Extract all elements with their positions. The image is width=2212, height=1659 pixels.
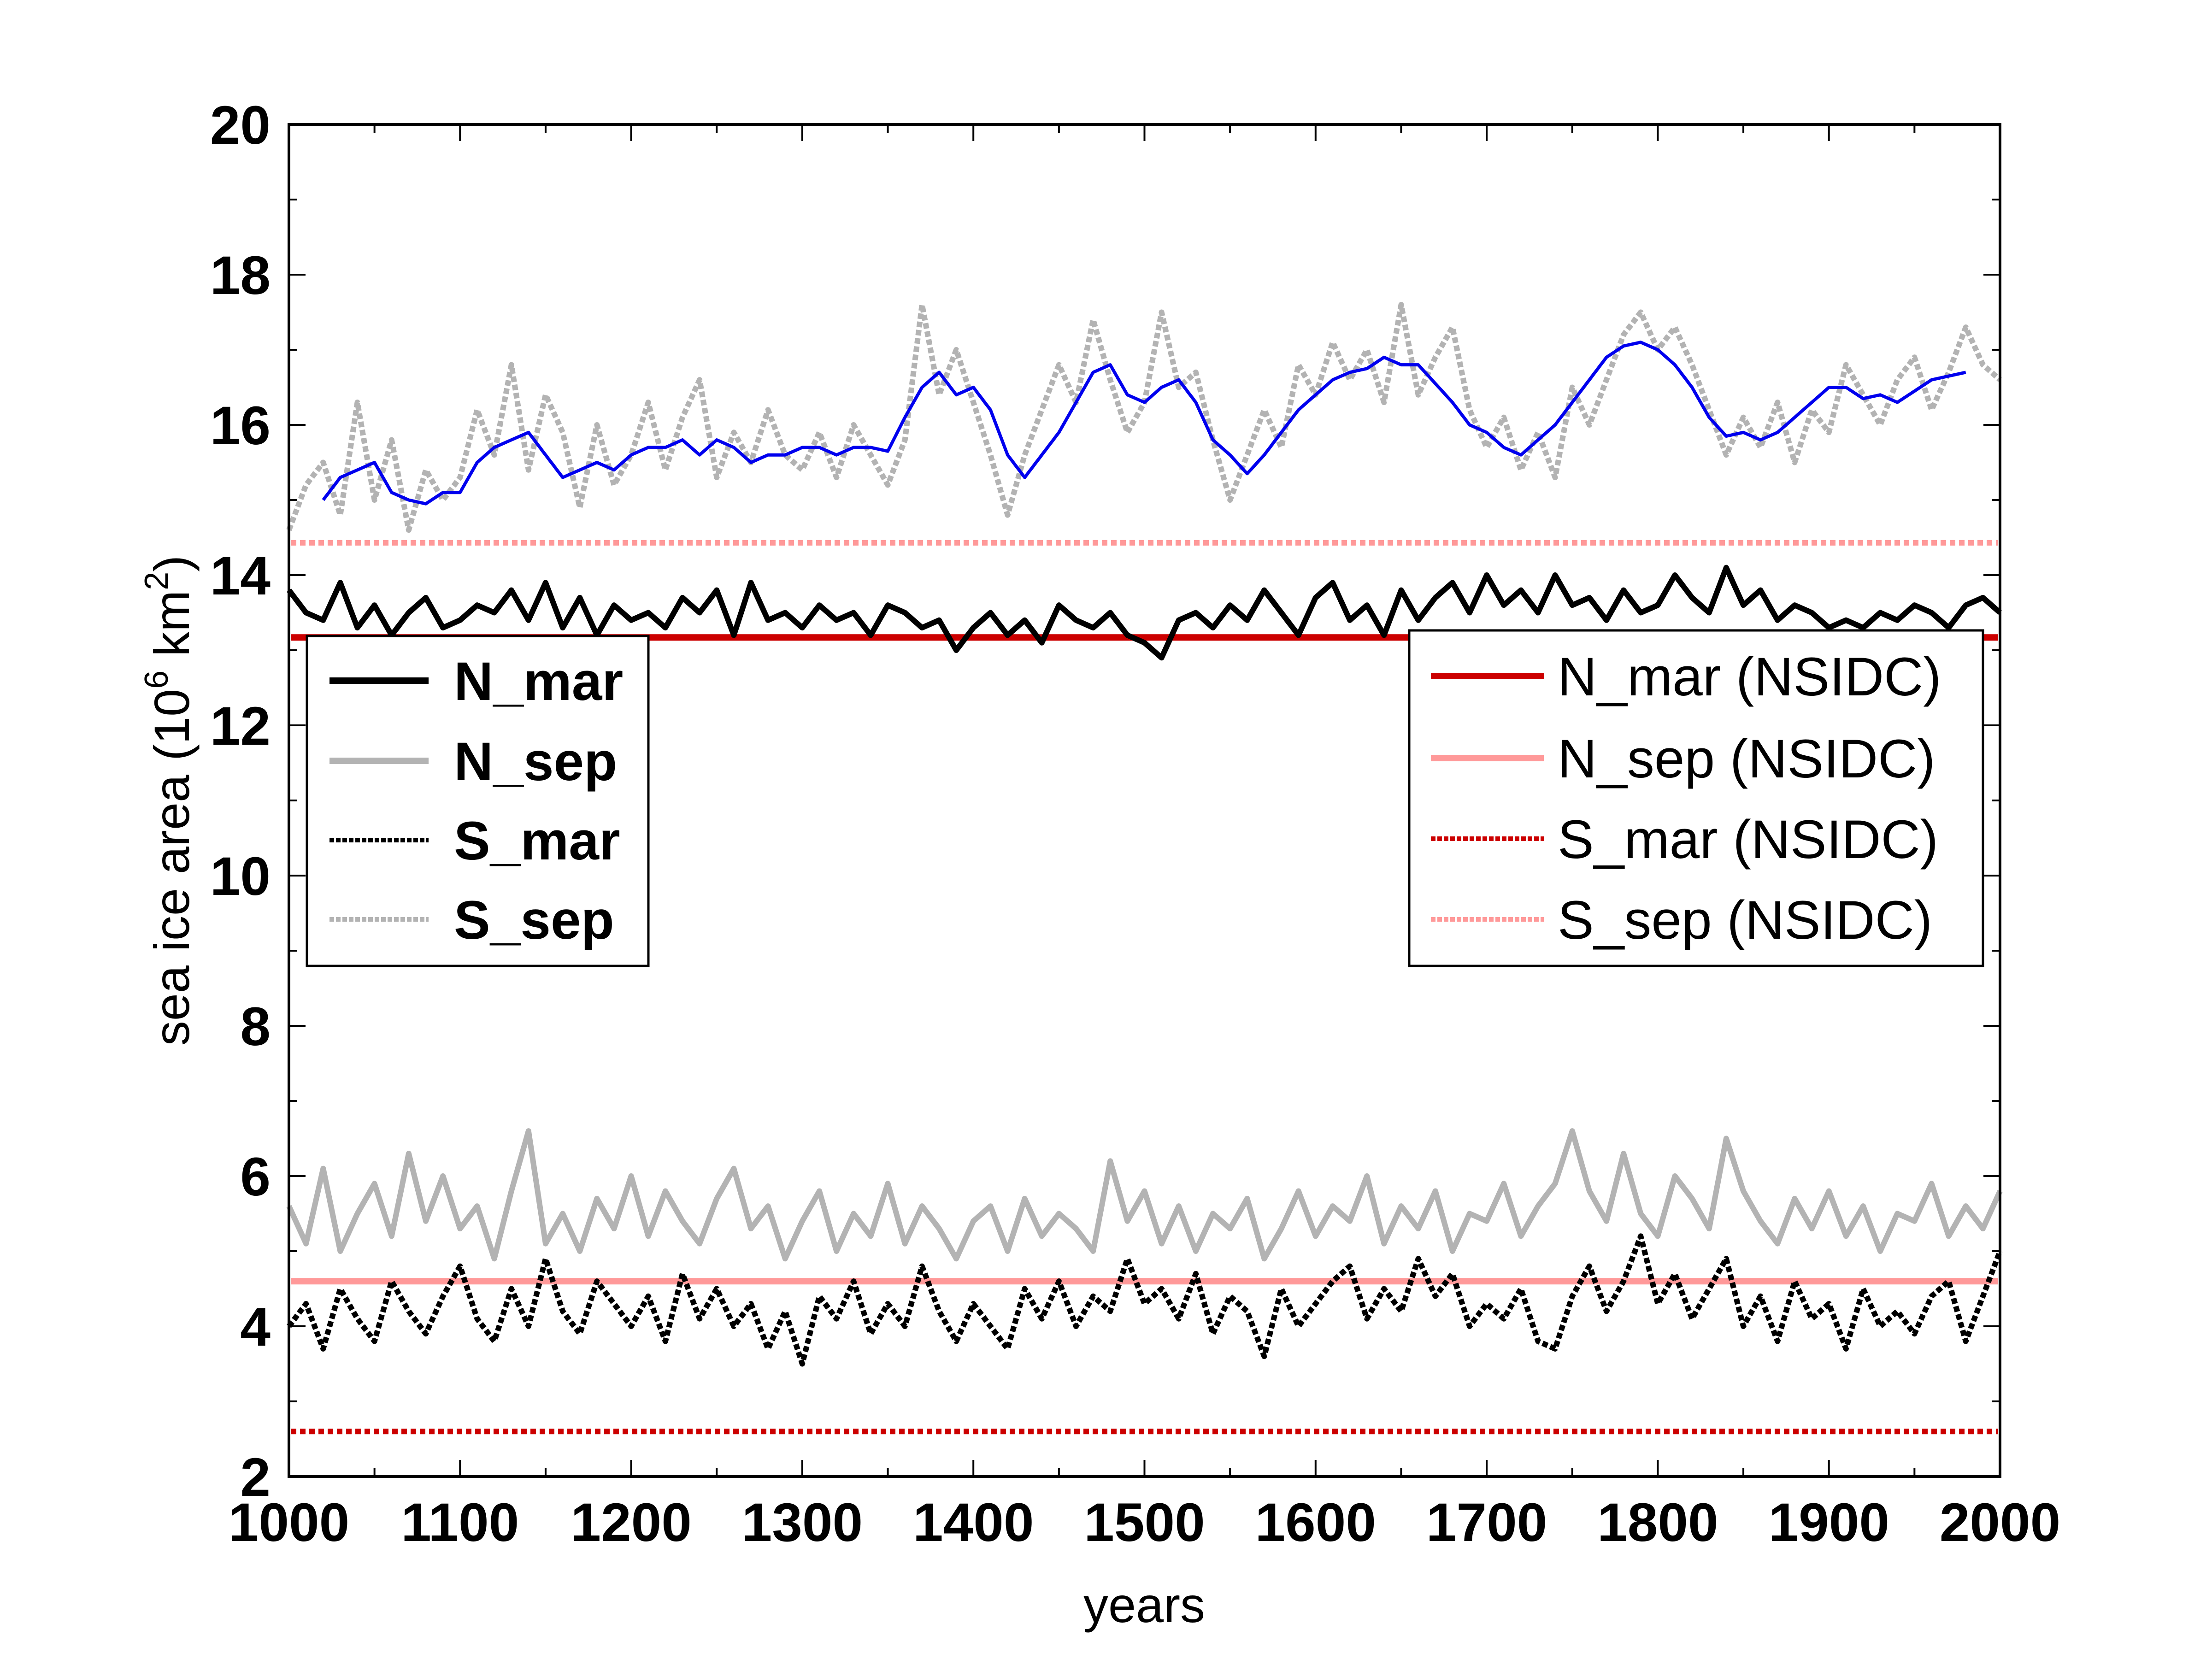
- legend-label-s-sep: S_sep: [454, 890, 614, 951]
- series-s-mar: [287, 1233, 2003, 1367]
- y-tick-label: 8: [240, 996, 271, 1057]
- x-tick-label: 1400: [913, 1492, 1034, 1553]
- data-series: [286, 302, 2003, 1367]
- y-axis-ticks: 2 4 6 8 10 12 14 16 18 20: [210, 95, 2000, 1508]
- x-tick-label: 2000: [1940, 1492, 2061, 1553]
- series-n-sep: [286, 1128, 2003, 1262]
- legend-label-s-sep-nsidc: S_sep (NSIDC): [1558, 890, 1932, 951]
- x-tick-label: 1100: [401, 1492, 519, 1553]
- y-axis-title-sup1: 6: [138, 671, 175, 689]
- y-axis-title: sea ice area (106 km2): [138, 555, 200, 1046]
- y-tick-label: 6: [240, 1147, 271, 1207]
- y-tick-label: 4: [240, 1297, 271, 1358]
- x-tick-label: 1800: [1597, 1492, 1718, 1553]
- x-tick-label: 1000: [229, 1492, 350, 1553]
- series-n-mar: [287, 565, 2002, 661]
- legend-right: N_mar (NSIDC) N_sep (NSIDC) S_mar (NSIDC) S…: [1408, 629, 1984, 967]
- y-tick-label: 20: [210, 95, 271, 156]
- y-axis-title-sup2: 2: [138, 572, 175, 590]
- y-tick-label: 10: [210, 846, 271, 907]
- legend-label-n-sep: N_sep: [454, 731, 617, 792]
- y-axis-title-part2: km: [144, 590, 200, 671]
- legend-left: N_mar N_sep S_mar S_sep: [306, 635, 650, 967]
- x-tick-label: 1700: [1426, 1492, 1547, 1553]
- series-s-sep-smoothed: [322, 341, 1966, 506]
- y-tick-label: 2: [240, 1447, 271, 1508]
- y-tick-label: 18: [210, 245, 271, 306]
- x-tick-label: 1200: [571, 1492, 692, 1553]
- y-tick-label: 16: [210, 395, 271, 456]
- legend-label-n-mar-nsidc: N_mar (NSIDC): [1558, 647, 1941, 707]
- y-tick-label: 12: [210, 696, 271, 757]
- legend-left-box: [306, 635, 650, 967]
- legend-label-n-sep-nsidc: N_sep (NSIDC): [1558, 729, 1936, 789]
- legend-label-s-mar: S_mar: [454, 811, 620, 871]
- y-axis-title-part3: ): [144, 555, 200, 572]
- x-axis-title: years: [1083, 1577, 1205, 1633]
- x-tick-label: 1600: [1255, 1492, 1377, 1553]
- x-tick-label: 1900: [1768, 1492, 1889, 1553]
- x-tick-label: 1300: [742, 1492, 863, 1553]
- y-tick-label: 14: [210, 546, 271, 606]
- legend-label-s-mar-nsidc: S_mar (NSIDC): [1558, 809, 1938, 870]
- x-axis-ticks: 1000 1100 1200 1300 1400 1500 1600 1700 1800 1900…: [229, 124, 2061, 1553]
- legend-right-box: [1408, 629, 1984, 967]
- legend-label-n-mar: N_mar: [454, 651, 623, 712]
- x-tick-label: 1500: [1084, 1492, 1205, 1553]
- y-axis-title-part1: sea ice area (10: [144, 689, 200, 1046]
